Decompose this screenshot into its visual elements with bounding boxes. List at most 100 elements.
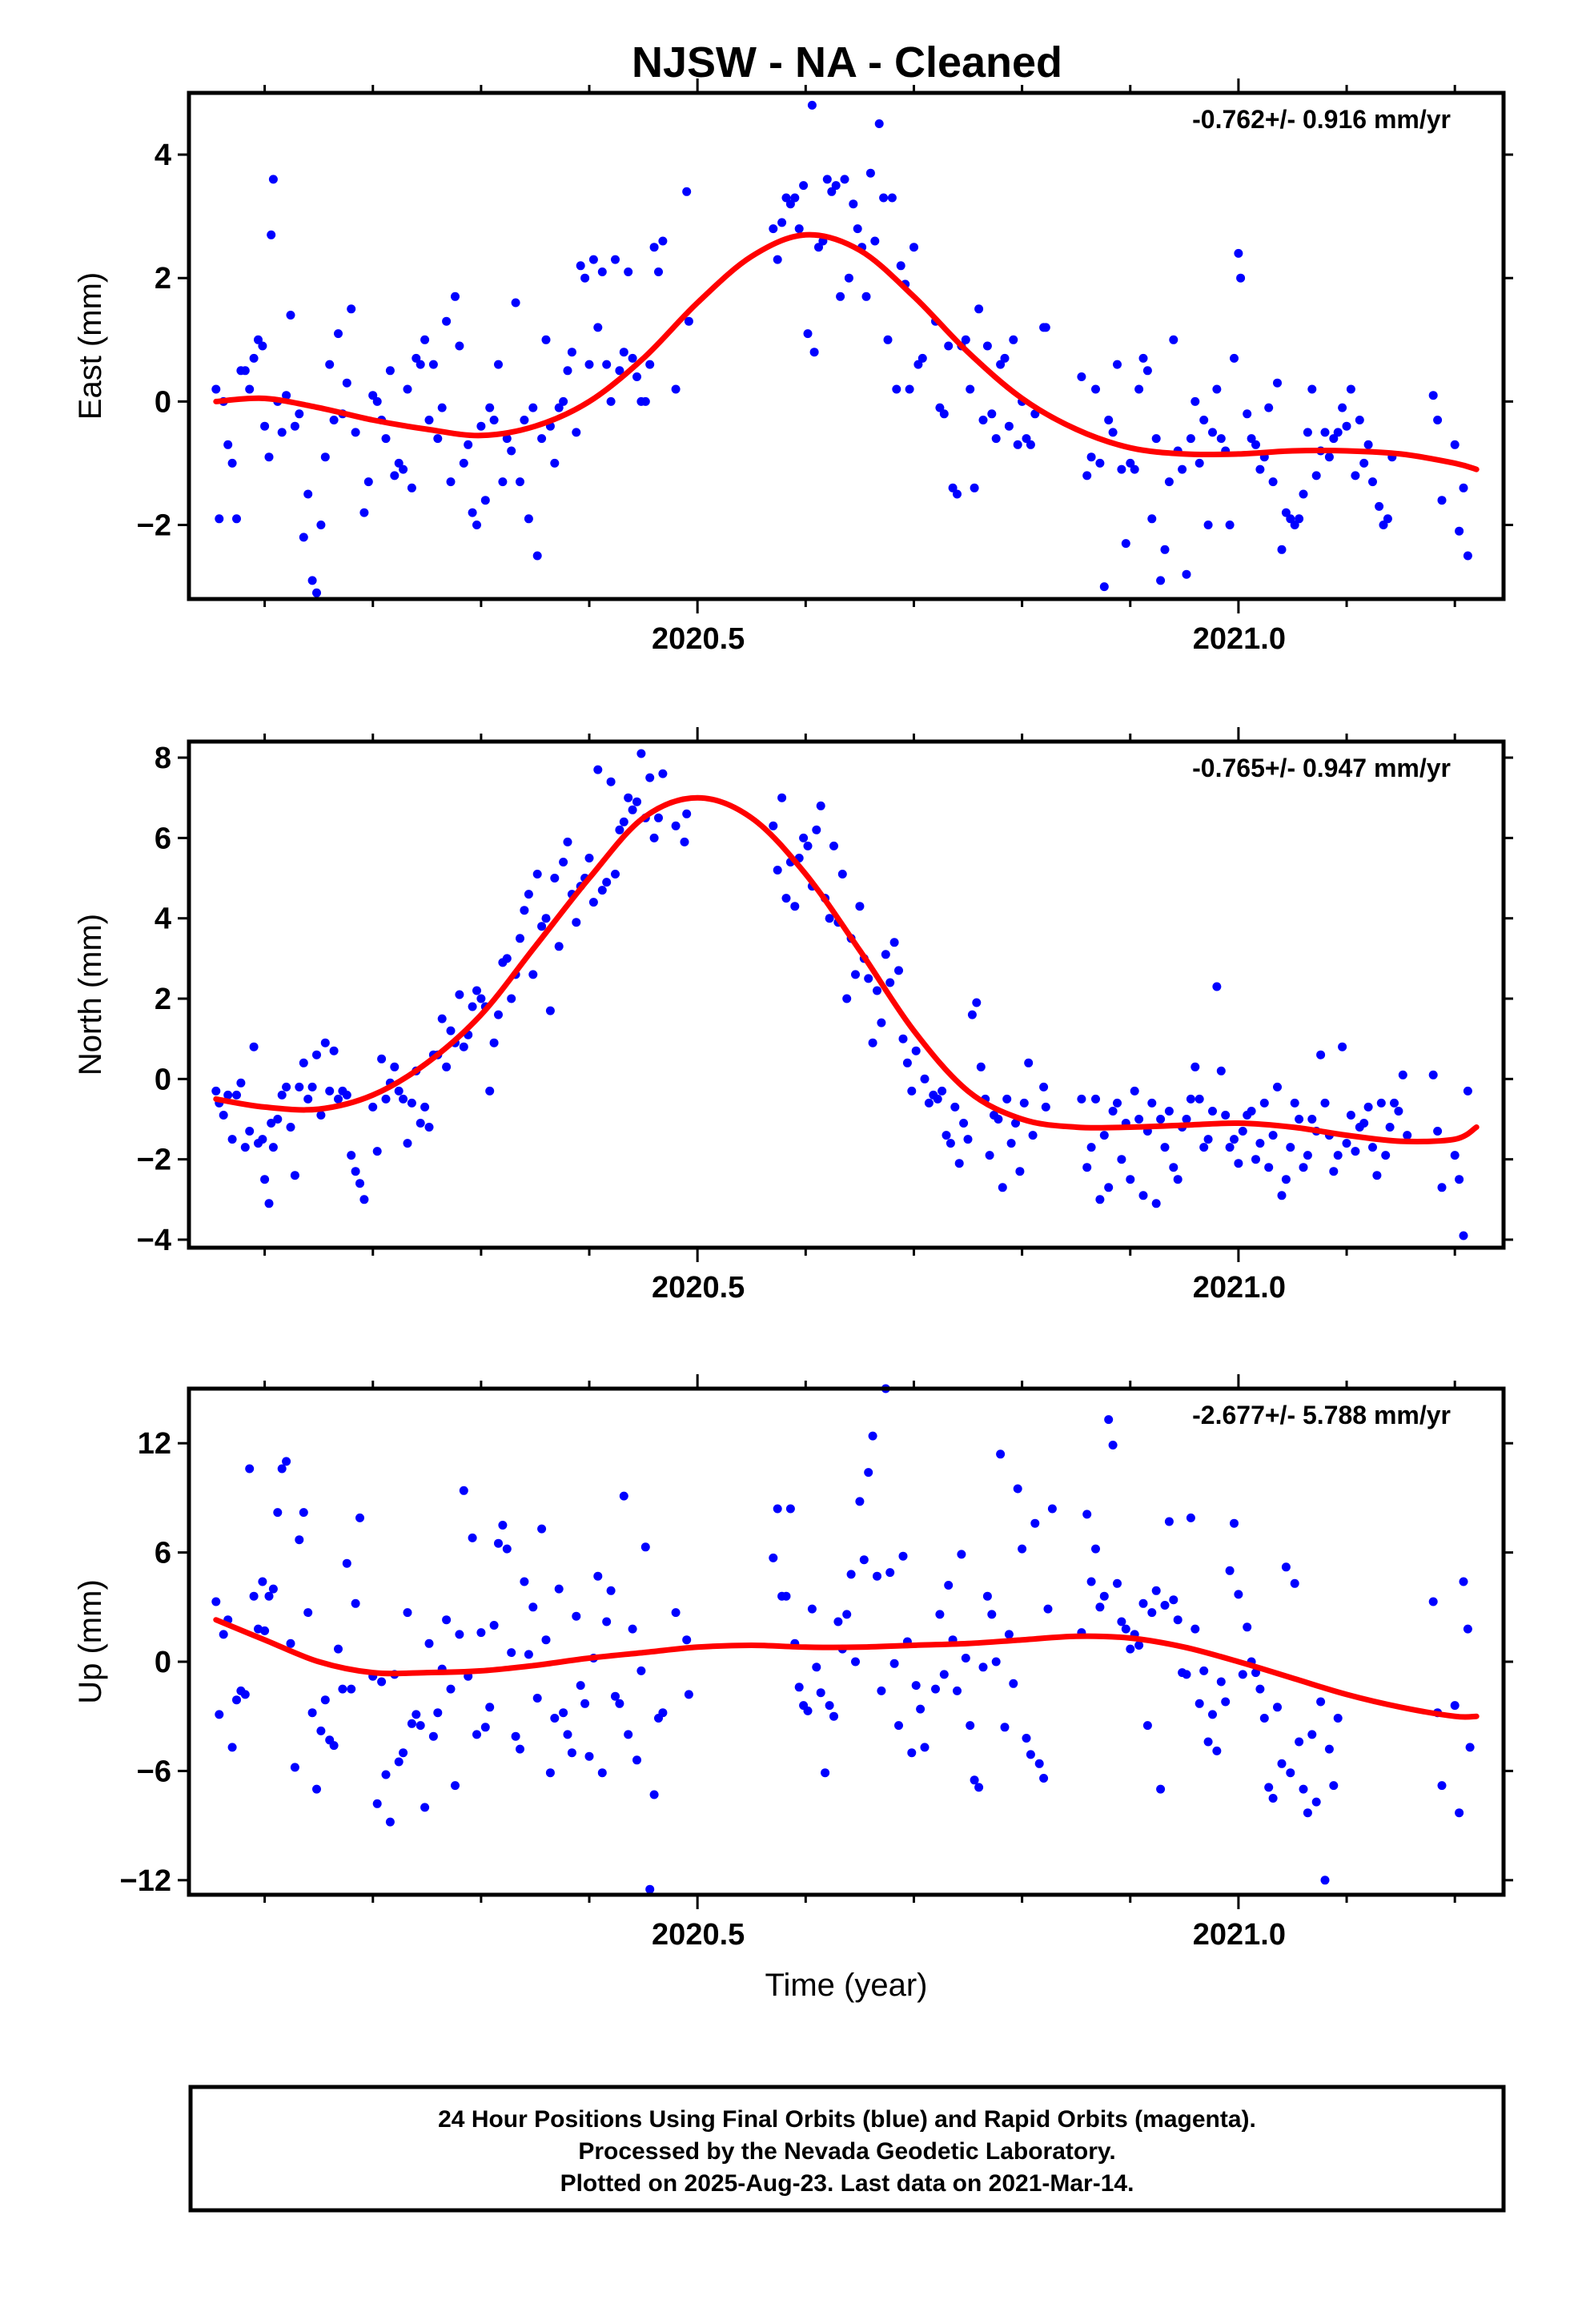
data-point bbox=[1329, 434, 1339, 444]
data-point bbox=[399, 464, 408, 474]
data-point bbox=[970, 1775, 979, 1785]
data-point bbox=[303, 489, 313, 499]
data-point bbox=[942, 1131, 951, 1140]
data-point bbox=[1277, 1759, 1287, 1768]
data-point bbox=[935, 1610, 945, 1619]
data-point bbox=[282, 391, 291, 400]
y-tick-label: 8 bbox=[155, 742, 171, 775]
data-point bbox=[468, 1002, 477, 1011]
data-point bbox=[1191, 396, 1200, 406]
data-point bbox=[773, 255, 782, 264]
data-point bbox=[1247, 1107, 1256, 1116]
data-point bbox=[1121, 1624, 1130, 1634]
data-point bbox=[1346, 384, 1355, 394]
data-point bbox=[877, 1018, 886, 1027]
data-point bbox=[407, 1098, 416, 1108]
data-point bbox=[1024, 1058, 1034, 1068]
data-point bbox=[516, 477, 524, 487]
data-point bbox=[1316, 1050, 1326, 1059]
data-point bbox=[1006, 1139, 1016, 1148]
data-point bbox=[320, 1038, 330, 1047]
data-point bbox=[307, 1082, 317, 1092]
data-point bbox=[961, 1654, 970, 1663]
data-point bbox=[502, 1544, 512, 1554]
data-point bbox=[1034, 1759, 1044, 1768]
data-point bbox=[334, 329, 343, 339]
data-point bbox=[1134, 1641, 1144, 1650]
data-point bbox=[827, 187, 837, 196]
data-point bbox=[894, 966, 903, 975]
data-point bbox=[1351, 1147, 1360, 1156]
data-point bbox=[381, 434, 391, 444]
data-point bbox=[532, 551, 542, 561]
data-point bbox=[240, 1690, 250, 1699]
y-tick-label: −4 bbox=[137, 1224, 171, 1257]
data-point bbox=[1363, 1102, 1373, 1112]
data-point bbox=[394, 458, 404, 468]
data-point bbox=[1455, 1175, 1464, 1184]
data-point bbox=[355, 1513, 364, 1522]
data-point bbox=[1091, 1544, 1100, 1554]
data-point bbox=[258, 1577, 267, 1586]
data-point bbox=[790, 193, 800, 203]
y-tick-label: 12 bbox=[138, 1427, 171, 1461]
data-point bbox=[987, 409, 997, 419]
data-point bbox=[1375, 501, 1384, 511]
data-point bbox=[559, 396, 568, 406]
data-point bbox=[588, 898, 598, 907]
data-point bbox=[1286, 514, 1295, 524]
data-point bbox=[1126, 1175, 1135, 1184]
data-point bbox=[1030, 1518, 1040, 1528]
data-point bbox=[554, 403, 564, 412]
data-point bbox=[645, 360, 655, 369]
data-point bbox=[485, 1086, 495, 1096]
data-point bbox=[1268, 1794, 1278, 1803]
data-point bbox=[446, 1026, 456, 1035]
data-point bbox=[381, 1094, 391, 1104]
data-point bbox=[946, 1139, 955, 1148]
data-point bbox=[372, 1147, 382, 1156]
data-point bbox=[232, 514, 241, 524]
data-point bbox=[347, 304, 356, 314]
data-point bbox=[892, 384, 901, 394]
data-point bbox=[211, 1597, 221, 1606]
data-point bbox=[976, 1062, 986, 1072]
data-point bbox=[894, 1721, 903, 1731]
data-point bbox=[1251, 1155, 1260, 1164]
data-point bbox=[1329, 1167, 1339, 1176]
data-point bbox=[1303, 428, 1312, 437]
data-point bbox=[1004, 1630, 1014, 1639]
data-point bbox=[1104, 416, 1114, 424]
data-point bbox=[996, 1449, 1006, 1459]
data-point bbox=[290, 421, 299, 431]
data-point bbox=[550, 874, 560, 883]
data-point bbox=[1047, 1504, 1057, 1514]
data-point bbox=[615, 366, 624, 376]
data-point bbox=[433, 434, 443, 444]
data-point bbox=[649, 833, 659, 842]
data-point bbox=[1368, 477, 1377, 487]
data-point bbox=[1255, 1684, 1265, 1694]
data-point bbox=[347, 1151, 356, 1160]
data-point bbox=[777, 793, 787, 802]
data-point bbox=[1355, 416, 1364, 424]
data-point bbox=[865, 168, 875, 178]
data-point bbox=[342, 1090, 351, 1100]
data-point bbox=[377, 1677, 387, 1687]
panel-3: −12 −6 0 6 12 2020.5 2021.0 Up (mm) Time (year) -… bbox=[73, 1374, 1513, 2003]
data-point bbox=[227, 1135, 237, 1144]
panel-2: −4 −2 0 2 4 6 8 2020.5 2021.0 North (mm) -0.765+/-… bbox=[73, 727, 1513, 1305]
data-point bbox=[267, 1119, 276, 1128]
data-point bbox=[528, 403, 538, 412]
data-point bbox=[215, 1710, 224, 1719]
data-point bbox=[394, 1086, 404, 1096]
data-point bbox=[1286, 1143, 1295, 1152]
data-point bbox=[407, 483, 416, 493]
data-point bbox=[1268, 1131, 1278, 1140]
data-point bbox=[325, 360, 335, 369]
data-point bbox=[953, 489, 962, 499]
data-point bbox=[1268, 477, 1278, 487]
data-point bbox=[277, 428, 287, 437]
data-point bbox=[403, 1139, 412, 1148]
data-point bbox=[1299, 1163, 1308, 1172]
